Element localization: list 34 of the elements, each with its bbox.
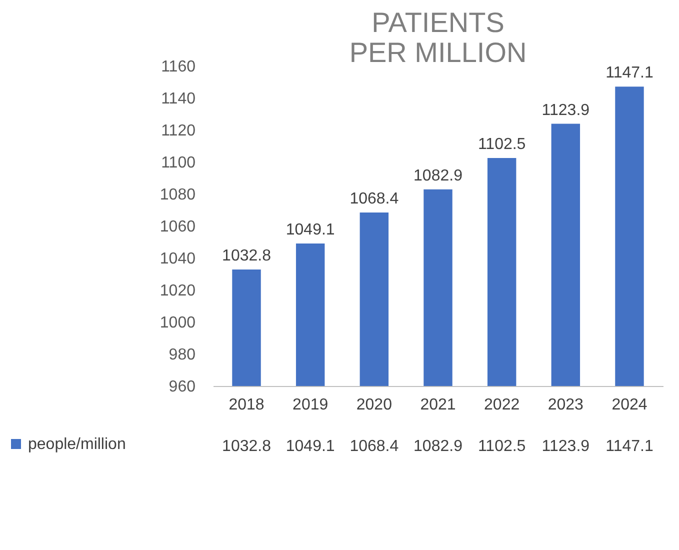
annotation: 1068.4 <box>350 190 399 208</box>
annotation: 1102.5 <box>478 136 526 153</box>
y-tick-label: 1020 <box>160 282 196 300</box>
annotation: 1049.1 <box>286 221 335 238</box>
annotation: 1123.9 <box>542 102 590 119</box>
data-label: 1049.1 <box>286 438 335 455</box>
y-tick-label: 1040 <box>160 250 196 268</box>
x-tick-label: 2024 <box>612 396 648 414</box>
y-tick-label: 980 <box>168 346 196 364</box>
y-tick-label: 1120 <box>161 122 196 140</box>
y-tick-label: 1060 <box>160 218 196 236</box>
y-tick-label: 960 <box>168 378 196 396</box>
annotation: 1032.8 <box>222 248 272 265</box>
data-label: 1147.1 <box>606 438 654 455</box>
annotation: 1082.9 <box>414 167 463 184</box>
chart-title: PATIENTS PER MILLION <box>349 7 527 68</box>
x-tick-label: 2021 <box>420 396 456 414</box>
data-label: 1123.9 <box>542 438 590 455</box>
x-tick-label: 2019 <box>292 396 328 414</box>
data-label: 1032.8 <box>222 438 272 455</box>
x-tick-label: 2023 <box>548 396 584 414</box>
x-tick-label: 2018 <box>228 396 264 414</box>
y-tick-label: 1160 <box>161 58 196 76</box>
data-label: 1102.5 <box>478 438 526 455</box>
data-label: 1068.4 <box>350 438 399 455</box>
y-tick-label: 1080 <box>160 186 196 204</box>
x-tick-label: 2020 <box>356 396 392 414</box>
x-tick-label: 2022 <box>484 396 520 414</box>
data-label: 1082.9 <box>414 438 463 455</box>
annotation: 1147.1 <box>606 64 654 82</box>
legend-label: people/million <box>28 436 126 453</box>
y-tick-label: 1000 <box>160 314 196 332</box>
y-tick-label: 1100 <box>161 154 196 172</box>
y-tick-label: 1140 <box>161 90 196 108</box>
